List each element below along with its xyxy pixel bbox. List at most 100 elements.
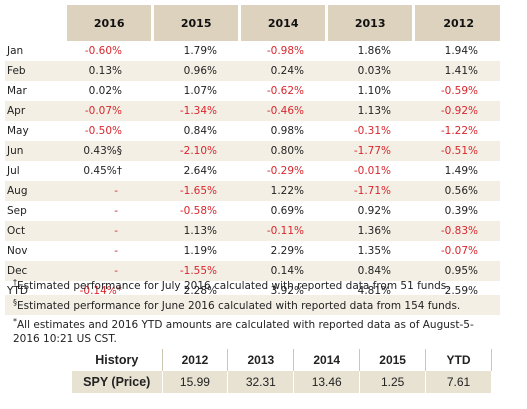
history-column: 2014 <box>293 349 361 371</box>
footnote-mark: § <box>13 298 17 307</box>
table-cell: -1.34% <box>152 101 239 121</box>
table-cell: -0.60% <box>84 45 122 57</box>
history-column: 2012 <box>162 349 229 371</box>
table-cell: -0.62% <box>266 85 304 97</box>
footnote-text: All estimates and 2016 YTD amounts are c… <box>13 319 474 345</box>
table-cell: -0.58% <box>179 205 217 217</box>
table-row: YTD -0.14%* 2.28% 3.92% 4.81% 2.59% <box>5 281 500 301</box>
table-cell: 0.13% <box>65 61 152 81</box>
header-year: 2013 <box>326 5 415 41</box>
footnote-june: §Estimated performance for June 2016 cal… <box>5 295 500 315</box>
spy-history-table: History 2012 2013 2014 2015 YTD SPY (Pri… <box>72 349 492 393</box>
table-cell: - <box>114 245 118 257</box>
history-column: 2015 <box>359 349 427 371</box>
month-label: Jul <box>7 165 20 177</box>
table-cell: 2.28% <box>183 285 217 297</box>
month-label: Aug <box>5 181 65 201</box>
table-body: Jan -0.60% 1.79% -0.98% 1.86% 1.94% Feb 0.13% 0.… <box>5 41 500 301</box>
table-cell: - <box>114 205 118 217</box>
table-cell: -0.83% <box>413 221 500 241</box>
table-cell: 1.13% <box>326 101 413 121</box>
table-cell: 1.13% <box>152 221 239 241</box>
footnote-text: Estimated performance for June 2016 calc… <box>17 300 461 312</box>
table-cell: -0.98% <box>266 45 304 57</box>
history-value: 7.61 <box>425 371 492 393</box>
table-cell: 0.98% <box>270 125 304 137</box>
table-row: Jun 0.43%§ -2.10% 0.80% -1.77% -0.51% <box>5 141 500 161</box>
table-cell: 1.36% <box>326 221 413 241</box>
table-cell: -1.65% <box>152 181 239 201</box>
month-label: Dec <box>5 261 65 281</box>
table-cell: -1.77% <box>326 141 413 161</box>
table-cell: 0.95% <box>413 261 500 281</box>
table-row: Oct -1.13% -0.11% 1.36% -0.83% <box>5 221 500 241</box>
month-label: Nov <box>7 245 28 257</box>
month-label: Jan <box>7 45 24 57</box>
footnote-text: Estimated performance for July 2016 calc… <box>17 280 450 292</box>
history-value: 13.46 <box>293 371 361 393</box>
table-cell: 0.43%§ <box>65 141 152 161</box>
table-cell: 1.22% <box>239 181 326 201</box>
footnote-july: †Estimated performance for July 2016 cal… <box>5 275 500 295</box>
table-cell: 0.45%† <box>83 165 122 177</box>
table-cell: -0.14%* <box>79 285 122 297</box>
header-corner <box>5 5 67 41</box>
table-row: Nov - 1.19% 2.29% 1.35% -0.07% <box>5 241 500 261</box>
header-year: 2016 <box>65 5 154 41</box>
table-cell: 3.92% <box>270 285 304 297</box>
spy-label: SPY (Price) <box>72 371 163 393</box>
month-label: Apr <box>5 101 65 121</box>
table-cell: 0.39% <box>444 205 478 217</box>
history-value: 15.99 <box>162 371 229 393</box>
table-row: Apr -0.07% -1.34% -0.46% 1.13% -0.92% <box>5 101 500 121</box>
table-cell: -0.31% <box>353 125 391 137</box>
table-cell: 1.41% <box>413 61 500 81</box>
history-header-row: History 2012 2013 2014 2015 YTD <box>72 349 492 371</box>
footnote-mark: * <box>13 317 17 326</box>
footnote-estimates: *All estimates and 2016 YTD amounts are … <box>5 315 500 347</box>
table-cell: 0.84% <box>326 261 413 281</box>
table-row: Mar 0.02% 1.07% -0.62% 1.10% -0.59% <box>5 81 500 101</box>
table-cell: - <box>65 181 152 201</box>
table-cell: 0.84% <box>183 125 217 137</box>
table-cell: -1.55% <box>152 261 239 281</box>
table-cell: -0.07% <box>440 245 478 257</box>
table-row: Dec - -1.55% 0.14% 0.84% 0.95% <box>5 261 500 281</box>
table-cell: -0.11% <box>239 221 326 241</box>
table-cell: 0.80% <box>239 141 326 161</box>
table-cell: 1.86% <box>357 45 391 57</box>
history-label: History <box>72 349 163 371</box>
footnote-mark: † <box>13 278 17 287</box>
month-label: Oct <box>5 221 65 241</box>
history-data-row: SPY (Price) 15.99 32.31 13.46 1.25 7.61 <box>72 371 492 393</box>
table-cell: -0.01% <box>353 165 391 177</box>
table-cell: 2.59% <box>444 285 478 297</box>
table-cell: -0.51% <box>413 141 500 161</box>
month-label: Sep <box>7 205 27 217</box>
table-cell: 0.24% <box>239 61 326 81</box>
table-cell: 1.79% <box>183 45 217 57</box>
table-row: Sep - -0.58% 0.69% 0.92% 0.39% <box>5 201 500 221</box>
table-row: Aug - -1.65% 1.22% -1.71% 0.56% <box>5 181 500 201</box>
header-year: 2015 <box>152 5 241 41</box>
table-cell: - <box>65 221 152 241</box>
header-year: 2014 <box>239 5 328 41</box>
table-cell: -2.10% <box>152 141 239 161</box>
table-cell: -0.07% <box>65 101 152 121</box>
table-cell: -0.92% <box>413 101 500 121</box>
history-column: YTD <box>425 349 492 371</box>
table-cell: 0.02% <box>88 85 122 97</box>
monthly-performance-table: 2016 2015 2014 2013 2012 Jan -0.60% 1.79% -… <box>5 5 500 301</box>
table-cell: 0.92% <box>357 205 391 217</box>
month-label: YTD <box>7 285 28 297</box>
table-cell: -1.22% <box>440 125 478 137</box>
table-cell: -0.46% <box>239 101 326 121</box>
table-cell: 1.35% <box>357 245 391 257</box>
table-row: Jan -0.60% 1.79% -0.98% 1.86% 1.94% <box>5 41 500 61</box>
table-row: May -0.50% 0.84% 0.98% -0.31% -1.22% <box>5 121 500 141</box>
month-label: Jun <box>5 141 65 161</box>
table-row: Feb 0.13% 0.96% 0.24% 0.03% 1.41% <box>5 61 500 81</box>
table-cell: -0.50% <box>84 125 122 137</box>
month-label: May <box>7 125 29 137</box>
table-cell: -0.29% <box>266 165 304 177</box>
